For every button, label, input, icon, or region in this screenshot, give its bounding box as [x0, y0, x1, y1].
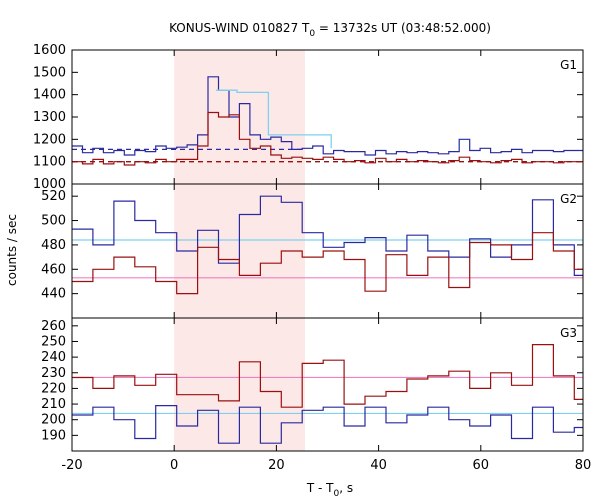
- series-blue: [72, 195, 583, 276]
- panel-frame: [71, 317, 584, 452]
- y-tick-label: 1400: [33, 88, 66, 103]
- y-tick-label: 200: [41, 413, 66, 428]
- series-blue: [72, 76, 583, 156]
- y-tick-label: 250: [41, 334, 66, 349]
- y-tick-label: 1100: [33, 155, 66, 170]
- panel-g2: 440 460 480 500 520 G2: [41, 183, 584, 319]
- plot-layer: 1000 1100 1200 1300 1400 1500 1600 G1 440 460 480 5…: [33, 43, 591, 473]
- series-red: [72, 111, 583, 166]
- y-tick-label: 440: [41, 287, 66, 302]
- y-tick-label: 1300: [33, 110, 66, 125]
- panel-label: G2: [560, 192, 577, 206]
- y-tick-label: 190: [41, 428, 66, 443]
- panel-g1: 1000 1100 1200 1300 1400 1500 1600 G1: [33, 43, 584, 192]
- series-red: [72, 232, 583, 295]
- x-tick-label: 0: [170, 458, 178, 473]
- chart-title: KONUS-WIND 010827 T0 = 13732s UT (03:48:…: [169, 21, 491, 39]
- y-tick-label: 480: [41, 238, 66, 253]
- panel-label: G3: [560, 326, 577, 340]
- y-tick-label: 230: [41, 366, 66, 381]
- series-red: [72, 344, 583, 408]
- y-tick-label: 220: [41, 381, 66, 396]
- x-tick-label: -20: [61, 458, 82, 473]
- y-tick-label: 1000: [33, 177, 66, 192]
- y-tick-label: 460: [41, 262, 66, 277]
- y-tick-label: 1600: [33, 43, 66, 58]
- panel-label: G1: [560, 58, 577, 72]
- y-tick-label: 240: [41, 350, 66, 365]
- panel-frame: [71, 49, 584, 185]
- y-tick-label: 210: [41, 397, 66, 412]
- y-axis-label: counts / sec: [5, 214, 19, 286]
- x-tick-label: 60: [473, 458, 490, 473]
- series-cyan: [216, 89, 332, 149]
- x-tick-label: 80: [575, 458, 592, 473]
- series-blue: [72, 405, 583, 444]
- y-tick-label: 260: [41, 319, 66, 334]
- y-tick-label: 500: [41, 214, 66, 229]
- y-tick-label: 1500: [33, 65, 66, 80]
- y-tick-label: 1200: [33, 132, 66, 147]
- x-axis-label: T - T0, s: [306, 481, 353, 499]
- x-tick-label: 40: [370, 458, 387, 473]
- x-tick-label: 20: [268, 458, 285, 473]
- y-tick-label: 520: [41, 189, 66, 204]
